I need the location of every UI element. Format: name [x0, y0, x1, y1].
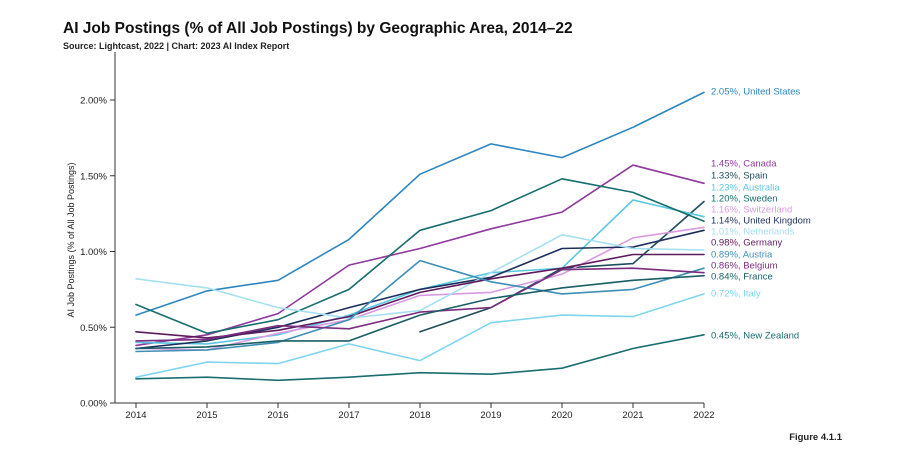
- end-label-united-kingdom: 1.14%, United Kingdom: [711, 216, 811, 227]
- end-label-australia: 1.23%, Australia: [711, 183, 780, 194]
- end-label-spain: 1.33%, Spain: [711, 171, 768, 182]
- series-line-united-kingdom: [135, 229, 705, 350]
- y-axis-label: AI Job Postings (% of All Job Postings): [66, 162, 76, 317]
- x-tick-label: 2016: [267, 410, 288, 421]
- end-label-canada: 1.45%, Canada: [711, 159, 777, 170]
- series-line-france: [135, 274, 705, 350]
- x-tick-label: 2015: [196, 410, 217, 421]
- series-line-australia: [135, 199, 705, 345]
- end-label-netherlands: 1.01%, Netherlands: [711, 227, 795, 238]
- series-lines: [135, 91, 705, 382]
- end-label-italy: 0.72%, Italy: [711, 289, 761, 300]
- y-tick-label: 0.00%: [80, 399, 107, 410]
- series-line-spain: [419, 200, 705, 333]
- series-line-italy: [135, 293, 705, 378]
- figure-label: Figure 4.1.1: [789, 432, 842, 443]
- end-label-united-states: 2.05%, United States: [711, 87, 800, 98]
- x-tick-label: 2014: [125, 410, 146, 421]
- chart-axes: 0.00% 0.50% 1.00% 1.50% 2.00% 2014 2015 2016 201…: [80, 52, 715, 421]
- series-line-austria: [135, 259, 705, 353]
- x-tick-label: 2018: [409, 410, 430, 421]
- y-tick-label: 1.50%: [80, 171, 107, 182]
- series-line-united-states: [135, 91, 705, 316]
- end-label-france: 0.84%, France: [711, 272, 773, 283]
- end-label-new-zealand: 0.45%, New Zealand: [711, 331, 799, 342]
- series-line-sweden: [135, 178, 705, 335]
- x-tick-label: 2017: [338, 410, 359, 421]
- end-label-sweden: 1.20%, Sweden: [711, 194, 778, 205]
- series-end-labels: 2.05%, United States 1.45%, Canada1.33%, …: [711, 87, 811, 342]
- end-label-germany: 0.98%, Germany: [711, 238, 783, 249]
- x-tick-label: 2022: [693, 410, 714, 421]
- series-line-netherlands: [135, 234, 705, 319]
- end-label-belgium: 0.86%, Belgium: [711, 261, 778, 272]
- series-line-new-zealand: [135, 334, 705, 382]
- series-line-belgium: [135, 267, 705, 342]
- end-label-switzerland: 1.16%, Switzerland: [711, 205, 792, 216]
- series-line-canada: [135, 164, 705, 347]
- chart-title: AI Job Postings (% of All Job Postings) …: [63, 20, 573, 37]
- y-tick-label: 1.00%: [80, 247, 107, 258]
- x-tick-label: 2021: [622, 410, 643, 421]
- y-tick-label: 0.50%: [80, 323, 107, 334]
- x-tick-label: 2019: [480, 410, 501, 421]
- end-label-austria: 0.89%, Austria: [711, 250, 773, 261]
- y-tick-label: 2.00%: [80, 96, 107, 107]
- x-tick-label: 2020: [551, 410, 572, 421]
- chart-subtitle: Source: Lightcast, 2022 | Chart: 2023 AI…: [63, 41, 290, 51]
